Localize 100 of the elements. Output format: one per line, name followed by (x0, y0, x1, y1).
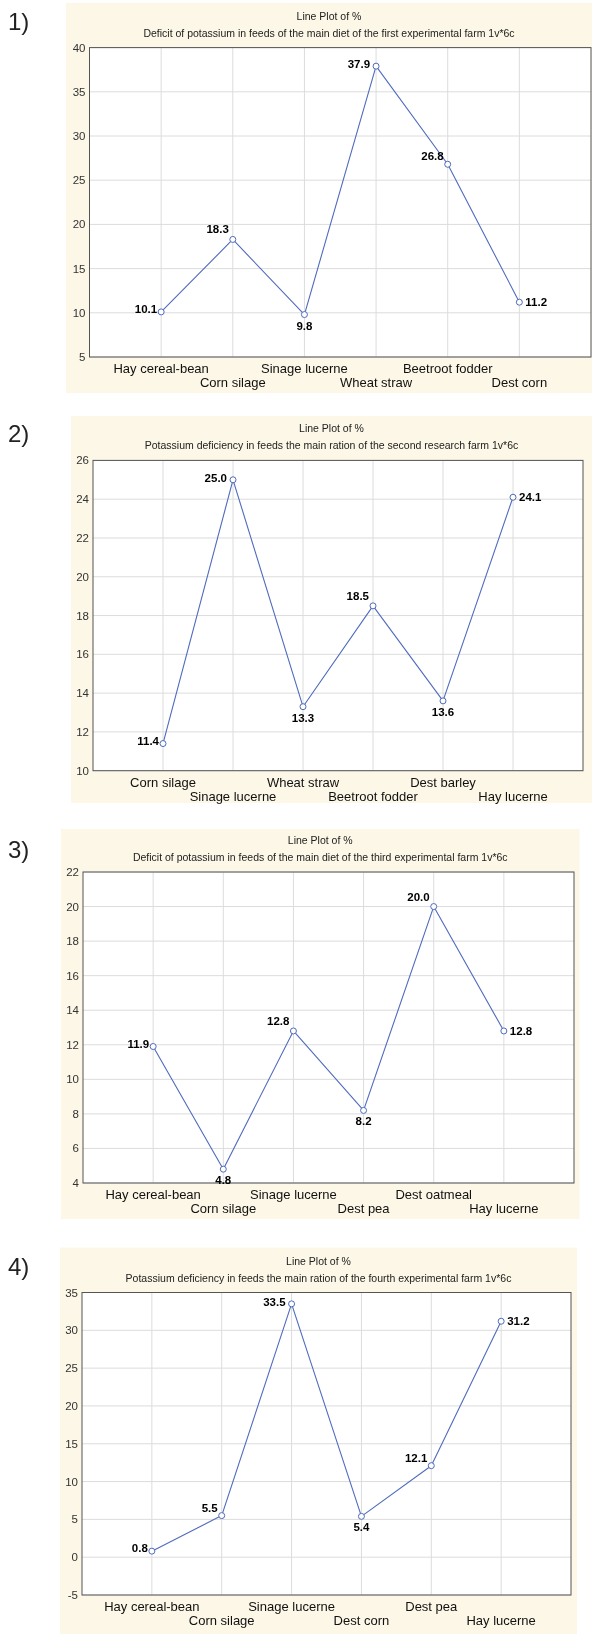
chart-title: Line Plot of % (296, 9, 362, 22)
x-tick-label: Sinage lucerne (250, 1187, 337, 1202)
chart-subtitle: Deficit of potassium in feeds of the main diet of the third experimental farm 1v*6c (132, 851, 508, 863)
data-label: 24.1 (519, 491, 542, 504)
chart-subtitle: Potassium deficiency in feeds the main ration of the fourth experimental farm 1v*6c (125, 1271, 512, 1284)
y-tick-label: 0 (71, 1551, 78, 1564)
y-tick-label: 15 (72, 262, 86, 275)
x-tick-label: Hay cereal-bean (104, 1599, 200, 1614)
x-tick-label: Dest corn (491, 375, 548, 390)
data-label: 26.8 (421, 150, 445, 163)
data-label: 9.8 (296, 319, 314, 332)
y-tick-label: 26 (76, 454, 89, 467)
x-tick-label: Hay cereal-bean (113, 361, 209, 376)
y-tick-label: 5 (71, 1513, 78, 1526)
y-tick-label: 16 (66, 969, 79, 982)
x-tick-label: Beetroot fodder (402, 361, 494, 376)
y-tick-label: 18 (66, 935, 79, 948)
y-tick-label: 20 (76, 570, 89, 583)
x-tick-label: Hay lucerne (478, 788, 548, 804)
point (357, 1512, 365, 1520)
point (289, 1027, 297, 1035)
point (369, 602, 377, 610)
data-label: 12.8 (509, 1024, 533, 1037)
x-tick-label: Hay lucerne (466, 1613, 536, 1628)
x-tick-label: Sinage lucerne (261, 361, 348, 376)
data-label: 12.8 (267, 1014, 291, 1027)
point (439, 697, 447, 705)
point (157, 308, 165, 316)
data-label: 31.2 (507, 1315, 530, 1328)
y-tick-label: 10 (72, 306, 86, 319)
y-tick-label: 10 (76, 764, 89, 777)
y-tick-label: 12 (76, 725, 89, 738)
chart-title: Line Plot of % (299, 422, 364, 435)
chart-subtitle: Potassium deficiency in feeds the main ration of the second research farm 1v*6c (144, 439, 519, 452)
y-tick-label: 10 (66, 1073, 79, 1086)
point (300, 311, 308, 319)
data-label: 37.9 (347, 58, 371, 71)
point (229, 235, 237, 243)
point (218, 1512, 226, 1520)
point (444, 160, 452, 168)
x-tick-label: Corn silage (188, 1613, 255, 1628)
text: 3) (8, 836, 30, 863)
data-label: 13.6 (431, 705, 455, 718)
x-tick-label: Dest pea (337, 1201, 391, 1216)
data-label: 13.3 (291, 711, 315, 724)
x-tick-label: Beetroot fodder (328, 788, 419, 804)
y-tick-label: 40 (72, 41, 86, 54)
point (149, 1043, 157, 1051)
x-tick-label: Hay cereal-bean (105, 1187, 201, 1202)
y-tick-label: 25 (72, 174, 86, 187)
point (288, 1300, 296, 1308)
y-tick-label: 4 (72, 1177, 80, 1189)
point (299, 703, 307, 711)
point (229, 476, 237, 484)
y-tick-label: 22 (76, 531, 89, 544)
point (219, 1165, 227, 1173)
text: 4) (8, 1253, 30, 1280)
y-tick-label: 12 (66, 1038, 79, 1051)
point (427, 1462, 435, 1470)
x-tick-label: Wheat straw (266, 774, 340, 790)
point (372, 62, 380, 70)
chart-title: Line Plot of % (286, 1254, 351, 1267)
y-tick-label: 5 (79, 351, 86, 363)
text: 1) (8, 8, 30, 35)
data-label: 20.0 (407, 890, 430, 903)
point (360, 1106, 368, 1114)
y-tick-label: 14 (66, 1004, 80, 1017)
x-tick-label: Corn silage (190, 1201, 257, 1216)
y-tick-label: 20 (65, 1399, 78, 1412)
data-label: 11.2 (525, 296, 548, 309)
data-label: 11.9 (127, 1037, 150, 1050)
data-label: 12.1 (404, 1451, 428, 1464)
x-tick-label: Sinage lucerne (189, 788, 277, 804)
y-tick-label: 15 (65, 1437, 78, 1450)
data-label: 10.1 (134, 302, 158, 315)
y-tick-label: 25 (65, 1362, 78, 1375)
y-tick-label: 35 (72, 85, 86, 98)
chart-subtitle: Deficit of potassium in feeds of the main diet of the first experimental farm 1v*6c (143, 26, 515, 39)
point (148, 1547, 156, 1555)
data-label: 4.8 (215, 1174, 232, 1187)
point (497, 1317, 505, 1325)
y-tick-label: 35 (65, 1286, 78, 1299)
y-tick-label: 30 (72, 130, 86, 142)
point (500, 1027, 508, 1035)
y-tick-label: -5 (67, 1589, 78, 1601)
data-label: 33.5 (263, 1295, 287, 1308)
y-tick-label: 24 (76, 493, 90, 506)
text: 2) (8, 420, 30, 447)
x-tick-label: Dest corn (333, 1613, 390, 1628)
y-tick-label: 14 (76, 687, 90, 700)
x-tick-label: Sinage lucerne (248, 1599, 335, 1614)
y-tick-label: 8 (72, 1107, 79, 1120)
x-tick-label: Corn silage (130, 774, 196, 790)
x-tick-label: Hay lucerne (469, 1201, 539, 1216)
y-tick-label: 20 (66, 900, 79, 913)
y-tick-label: 16 (76, 648, 89, 661)
data-label: 11.4 (137, 734, 160, 747)
point (159, 740, 167, 748)
x-tick-label: Dest oatmeal (395, 1187, 473, 1202)
data-label: 8.2 (355, 1115, 372, 1128)
